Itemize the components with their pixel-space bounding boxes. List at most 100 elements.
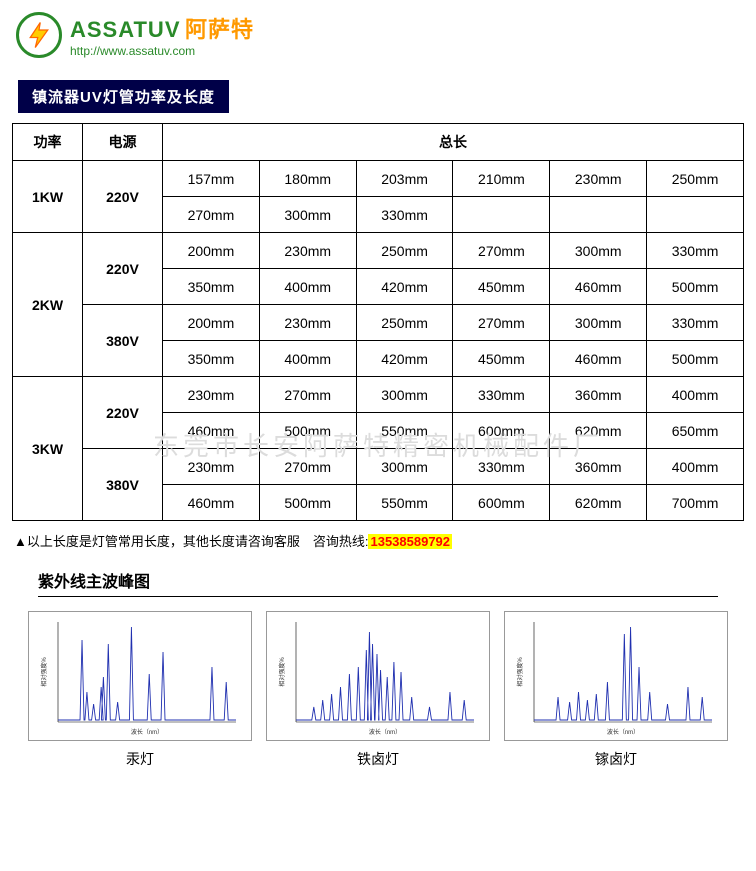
table-row: 2KW220V200mm230mm250mm270mm300mm330mm — [13, 233, 744, 269]
svg-text:波长（nm）: 波长（nm） — [131, 728, 163, 736]
cell-length: 230mm — [163, 449, 260, 485]
cell-length: 500mm — [647, 269, 744, 305]
cell-length: 620mm — [550, 413, 647, 449]
chart-box: 相对强度% 波长（nm） — [28, 611, 252, 741]
cell-length: 180mm — [259, 161, 356, 197]
cell-length: 250mm — [356, 305, 453, 341]
spectrum-svg: 相对强度% 波长（nm） — [271, 616, 485, 736]
cell-voltage: 220V — [83, 377, 163, 449]
cell-length: 550mm — [356, 485, 453, 521]
chart-label: 镓卤灯 — [595, 749, 637, 769]
svg-text:相对强度%: 相对强度% — [40, 657, 48, 687]
cell-voltage: 220V — [83, 161, 163, 233]
th-power: 功率 — [13, 124, 83, 161]
cell-length — [550, 197, 647, 233]
cell-length: 460mm — [550, 341, 647, 377]
cell-length: 460mm — [550, 269, 647, 305]
cell-length: 600mm — [453, 485, 550, 521]
cell-length — [453, 197, 550, 233]
brand-logo — [16, 12, 62, 58]
th-length: 总长 — [163, 124, 744, 161]
cell-length: 460mm — [163, 485, 260, 521]
cell-length: 400mm — [259, 269, 356, 305]
cell-length: 300mm — [356, 377, 453, 413]
cell-length: 250mm — [647, 161, 744, 197]
chart-underline — [38, 596, 718, 597]
chart-box: 相对强度% 波长（nm） — [504, 611, 728, 741]
cell-length: 460mm — [163, 413, 260, 449]
cell-length: 500mm — [647, 341, 744, 377]
cell-length: 420mm — [356, 269, 453, 305]
cell-length: 650mm — [647, 413, 744, 449]
cell-power: 2KW — [13, 233, 83, 377]
spectrum-svg: 相对强度% 波长（nm） — [509, 616, 723, 736]
cell-voltage: 220V — [83, 233, 163, 305]
cell-length: 450mm — [453, 341, 550, 377]
cell-length: 620mm — [550, 485, 647, 521]
cell-length: 230mm — [163, 377, 260, 413]
table-row: 380V200mm230mm250mm270mm300mm330mm — [13, 305, 744, 341]
cell-length: 360mm — [550, 377, 647, 413]
chart-card: 相对强度% 波长（nm） 铁卤灯 — [266, 611, 490, 769]
chart-card: 相对强度% 波长（nm） 镓卤灯 — [504, 611, 728, 769]
cell-length: 330mm — [356, 197, 453, 233]
header: ASSATUV 阿萨特 http://www.assatuv.com — [0, 0, 756, 66]
chart-label: 铁卤灯 — [357, 749, 399, 769]
cell-length: 230mm — [550, 161, 647, 197]
brand-name-en: ASSATUV — [70, 17, 181, 42]
cell-length: 330mm — [453, 377, 550, 413]
cell-power: 1KW — [13, 161, 83, 233]
brand-text: ASSATUV 阿萨特 http://www.assatuv.com — [70, 12, 254, 58]
cell-length: 230mm — [259, 305, 356, 341]
cell-length: 157mm — [163, 161, 260, 197]
section-title: 镇流器UV灯管功率及长度 — [18, 80, 229, 113]
bolt-icon — [24, 20, 54, 50]
cell-length: 200mm — [163, 305, 260, 341]
cell-length: 600mm — [453, 413, 550, 449]
cell-length: 350mm — [163, 269, 260, 305]
table-row: 380V230mm270mm300mm330mm360mm400mm — [13, 449, 744, 485]
brand-name-cn: 阿萨特 — [185, 17, 254, 42]
chart-card: 相对强度% 波长（nm） 汞灯 — [28, 611, 252, 769]
cell-length: 270mm — [453, 233, 550, 269]
cell-length: 350mm — [163, 341, 260, 377]
cell-length: 200mm — [163, 233, 260, 269]
cell-length: 420mm — [356, 341, 453, 377]
cell-length: 330mm — [647, 305, 744, 341]
chart-section-title: 紫外线主波峰图 — [38, 568, 756, 592]
svg-text:相对强度%: 相对强度% — [516, 657, 524, 687]
cell-voltage: 380V — [83, 449, 163, 521]
cell-length: 330mm — [453, 449, 550, 485]
cell-length: 360mm — [550, 449, 647, 485]
note: ▲以上长度是灯管常用长度，其他长度请咨询客服 咨询热线:13538589792 — [14, 531, 742, 550]
cell-voltage: 380V — [83, 305, 163, 377]
cell-length: 270mm — [163, 197, 260, 233]
chart-box: 相对强度% 波长（nm） — [266, 611, 490, 741]
svg-text:波长（nm）: 波长（nm） — [369, 728, 401, 736]
cell-length: 700mm — [647, 485, 744, 521]
cell-length: 210mm — [453, 161, 550, 197]
cell-length: 270mm — [259, 377, 356, 413]
cell-length: 450mm — [453, 269, 550, 305]
table-row: 1KW220V157mm180mm203mm210mm230mm250mm — [13, 161, 744, 197]
cell-power: 3KW — [13, 377, 83, 521]
brand-url: http://www.assatuv.com — [70, 44, 254, 58]
cell-length: 300mm — [356, 449, 453, 485]
cell-length: 203mm — [356, 161, 453, 197]
cell-length: 300mm — [550, 233, 647, 269]
note-text: ▲以上长度是灯管常用长度，其他长度请咨询客服 咨询热线: — [14, 534, 368, 549]
cell-length: 300mm — [259, 197, 356, 233]
chart-label: 汞灯 — [126, 749, 154, 769]
cell-length: 400mm — [647, 377, 744, 413]
cell-length: 400mm — [647, 449, 744, 485]
spectrum-svg: 相对强度% 波长（nm） — [33, 616, 247, 736]
cell-length: 500mm — [259, 413, 356, 449]
cell-length: 270mm — [453, 305, 550, 341]
cell-length: 500mm — [259, 485, 356, 521]
th-voltage: 电源 — [83, 124, 163, 161]
cell-length: 400mm — [259, 341, 356, 377]
charts-row: 相对强度% 波长（nm） 汞灯 相对强度% 波长（nm） 铁卤灯 相对强度% 波… — [0, 611, 756, 779]
svg-text:相对强度%: 相对强度% — [278, 657, 286, 687]
cell-length: 250mm — [356, 233, 453, 269]
cell-length: 550mm — [356, 413, 453, 449]
